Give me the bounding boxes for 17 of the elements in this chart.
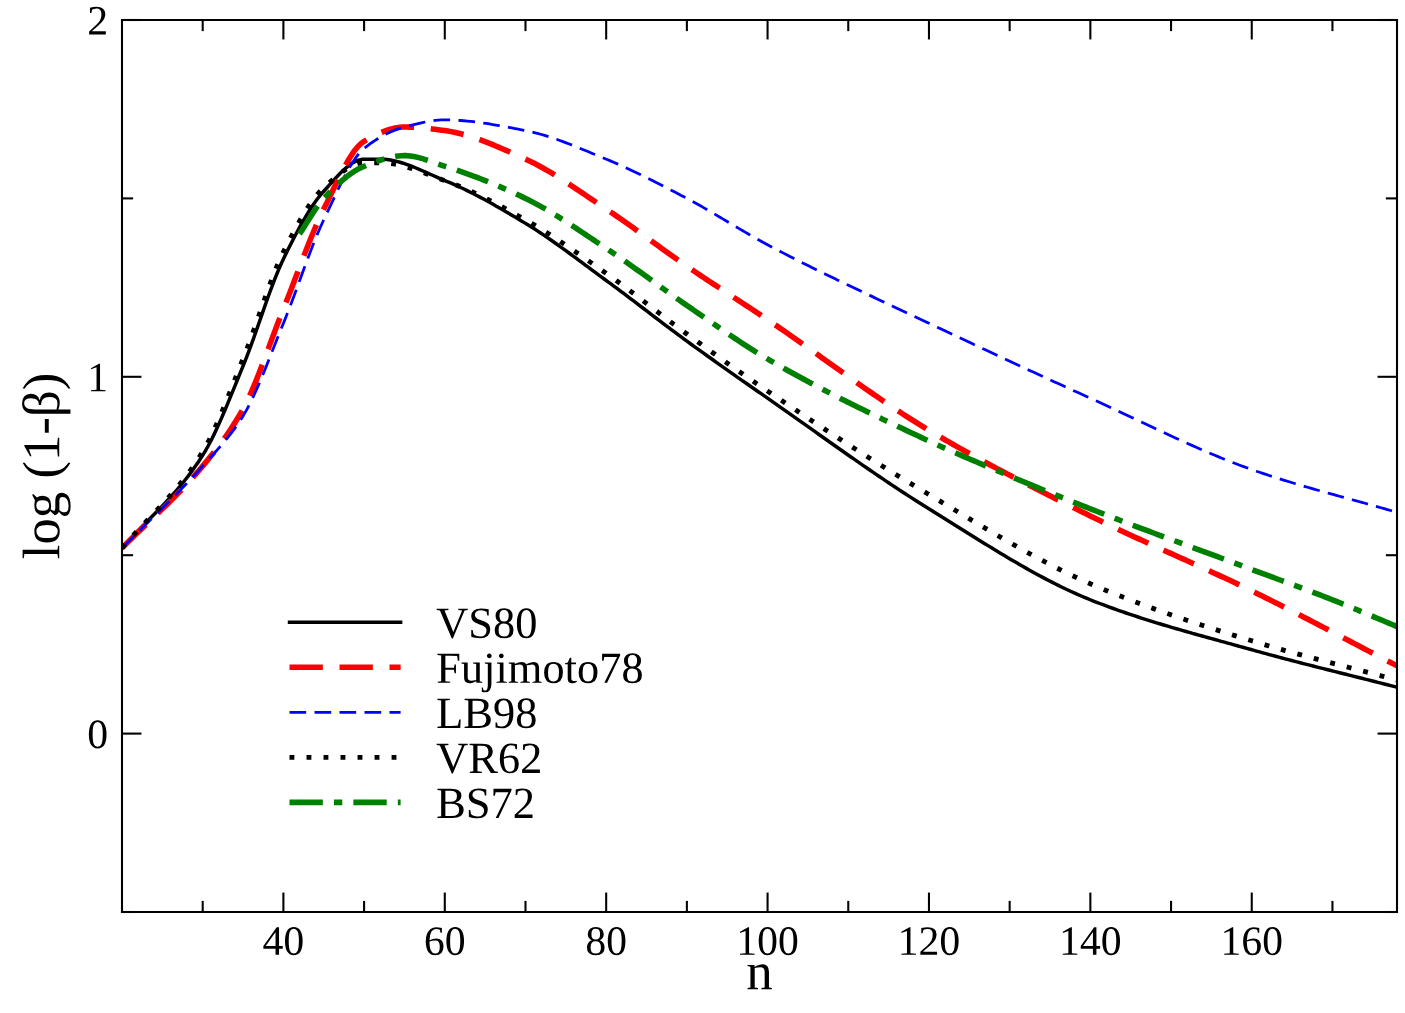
x-tick-label: 160 bbox=[1224, 927, 1282, 956]
legend-label: BS72 bbox=[437, 788, 533, 819]
legend-label: VS80 bbox=[436, 608, 536, 639]
y-tick-label: 0 bbox=[88, 720, 107, 749]
y-tick-label: 1 bbox=[90, 363, 106, 392]
y-tick-label: 2 bbox=[89, 6, 106, 35]
legend-label: Fujimoto78 bbox=[437, 653, 642, 693]
x-tick-label: 120 bbox=[901, 927, 959, 956]
x-tick-label: 40 bbox=[263, 927, 303, 956]
x-tick-label: 80 bbox=[586, 927, 626, 956]
x-tick-label: 140 bbox=[1062, 927, 1121, 956]
legend-label: VR62 bbox=[436, 743, 540, 774]
x-axis-title: n bbox=[747, 964, 772, 990]
x-tick-label: 60 bbox=[425, 927, 465, 956]
x-tick-label: 100 bbox=[739, 927, 798, 956]
y-axis-title: log (1-β) bbox=[22, 375, 71, 559]
legend-label: LB98 bbox=[437, 698, 536, 729]
